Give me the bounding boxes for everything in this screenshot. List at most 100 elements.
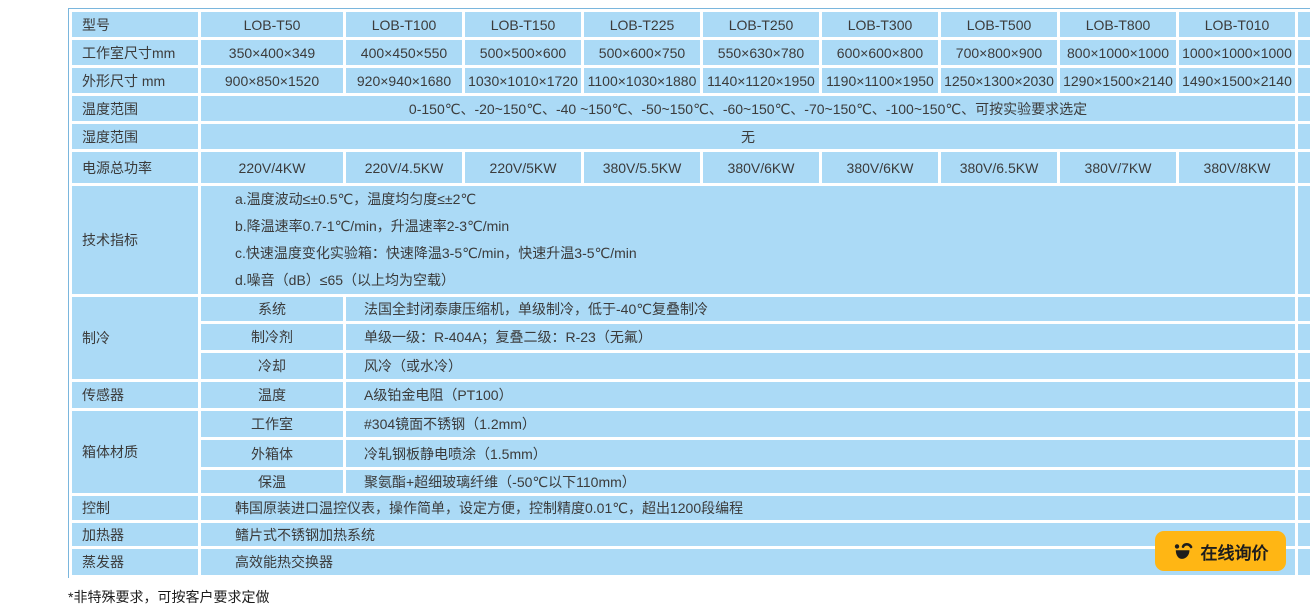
chamber-size-value: 1000×1000×1000	[1179, 40, 1295, 65]
row-label-control: 控制	[72, 496, 198, 520]
spec-table: 型号 LOB-T50 LOB-T100 LOB-T150 LOB-T225 LO…	[68, 8, 1310, 578]
power-value: 380V/6KW	[822, 152, 938, 183]
humidity-range-value: 无	[201, 124, 1295, 149]
row-power: 电源总功率 220V/4KW 220V/4.5KW 220V/5KW 380V/…	[72, 152, 1310, 183]
cooling-sub-label: 制冷剂	[201, 324, 343, 350]
clipped-column-cell	[1298, 411, 1310, 437]
power-value: 220V/4KW	[201, 152, 343, 183]
clipped-column-cell	[1298, 96, 1310, 121]
clipped-column-cell	[1298, 68, 1310, 93]
row-cooling-system: 制冷 系统 法国全封闭泰康压缩机，单级制冷，低于-40℃复叠制冷	[72, 297, 1310, 379]
material-sub-label: 外箱体	[201, 440, 343, 467]
sensor-value: A级铂金电阻（PT100）	[346, 382, 1295, 408]
model-name: LOB-T50	[201, 12, 343, 37]
model-name: LOB-T100	[346, 12, 462, 37]
heater-value: 鳍片式不锈钢加热系统	[201, 523, 1295, 546]
row-label-temp-range: 温度范围	[72, 96, 198, 121]
sensor-sub-label: 温度	[201, 382, 343, 408]
row-label-chamber-size: 工作室尺寸mm	[72, 40, 198, 65]
outer-size-value: 1100×1030×1880	[584, 68, 700, 93]
model-name: LOB-T300	[822, 12, 938, 37]
chamber-size-value: 400×450×550	[346, 40, 462, 65]
clipped-column-cell	[1298, 523, 1310, 546]
outer-size-value: 920×940×1680	[346, 68, 462, 93]
tech-specs-value: a.温度波动≤±0.5℃，温度均匀度≤±2℃ b.降温速率0.7-1℃/min，…	[201, 186, 1295, 294]
row-evaporator: 蒸发器 高效能热交换器	[72, 549, 1310, 575]
outer-size-value: 1190×1100×1950	[822, 68, 938, 93]
power-value: 380V/5.5KW	[584, 152, 700, 183]
online-inquiry-label: 在线询价	[1200, 543, 1269, 563]
power-value: 220V/5KW	[465, 152, 581, 183]
row-label-model: 型号	[72, 12, 198, 37]
clipped-column-cell	[1298, 186, 1310, 294]
online-inquiry-button[interactable]: 在线询价	[1155, 531, 1286, 571]
cooling-method-value: 风冷（或水冷）	[346, 353, 1295, 379]
row-refrigerant: 制冷剂 单级一级：R-404A；复叠二级：R-23（无氟）	[72, 324, 1310, 350]
row-humidity-range: 湿度范围 无	[72, 124, 1310, 149]
clipped-column-cell	[1298, 124, 1310, 149]
clipped-column-cell	[1298, 152, 1310, 183]
power-value: 380V/8KW	[1179, 152, 1295, 183]
row-control: 控制 韩国原装进口温控仪表，操作简单，设定方便，控制精度0.01℃，超出1200…	[72, 496, 1310, 520]
smiley-icon	[1173, 541, 1194, 562]
power-value: 380V/6.5KW	[941, 152, 1057, 183]
row-label-tech-specs: 技术指标	[72, 186, 198, 294]
footnote: *非特殊要求，可按客户要求定做	[68, 589, 270, 605]
row-model: 型号 LOB-T50 LOB-T100 LOB-T150 LOB-T225 LO…	[72, 12, 1310, 37]
clipped-column-cell	[1298, 353, 1310, 379]
chamber-size-value: 700×800×900	[941, 40, 1057, 65]
row-label-sensor: 传感器	[72, 382, 198, 408]
temp-range-value: 0-150℃、-20~150℃、-40 ~150℃、-50~150℃、-60~1…	[201, 96, 1295, 121]
cooling-sub-label: 系统	[201, 297, 343, 321]
model-name: LOB-T150	[465, 12, 581, 37]
model-name: LOB-T500	[941, 12, 1057, 37]
tech-spec-line: d.噪音（dB）≤65（以上均为空载）	[235, 272, 456, 288]
row-label-heater: 加热器	[72, 523, 198, 546]
evaporator-value: 高效能热交换器	[201, 549, 1295, 575]
row-label-humidity-range: 湿度范围	[72, 124, 198, 149]
row-label-cooling: 制冷	[72, 297, 198, 379]
outer-size-value: 900×850×1520	[201, 68, 343, 93]
outer-size-value: 1290×1500×2140	[1060, 68, 1176, 93]
material-sub-label: 工作室	[201, 411, 343, 437]
row-label-outer-size: 外形尺寸 mm	[72, 68, 198, 93]
power-value: 220V/4.5KW	[346, 152, 462, 183]
row-insulation: 保温 聚氨酯+超细玻璃纤维（-50℃以下110mm）	[72, 470, 1310, 493]
clipped-column-cell	[1298, 12, 1310, 37]
power-value: 380V/7KW	[1060, 152, 1176, 183]
clipped-column-cell	[1298, 40, 1310, 65]
tech-spec-line: b.降温速率0.7-1℃/min，升温速率2-3℃/min	[235, 218, 510, 234]
row-sensor: 传感器 温度 A级铂金电阻（PT100）	[72, 382, 1310, 408]
clipped-column-cell	[1298, 297, 1310, 321]
outer-size-value: 1030×1010×1720	[465, 68, 581, 93]
row-chamber-size: 工作室尺寸mm 350×400×349 400×450×550 500×500×…	[72, 40, 1310, 65]
model-name: LOB-T010	[1179, 12, 1295, 37]
inner-material-value: #304镜面不锈钢（1.2mm）	[346, 411, 1295, 437]
chamber-size-value: 350×400×349	[201, 40, 343, 65]
outer-size-value: 1490×1500×2140	[1179, 68, 1295, 93]
clipped-column-cell	[1298, 382, 1310, 408]
clipped-column-cell	[1298, 470, 1310, 493]
power-value: 380V/6KW	[703, 152, 819, 183]
clipped-column-cell	[1298, 496, 1310, 520]
row-outer-size: 外形尺寸 mm 900×850×1520 920×940×1680 1030×1…	[72, 68, 1310, 93]
spec-table-wrap: 型号 LOB-T50 LOB-T100 LOB-T150 LOB-T225 LO…	[68, 8, 1310, 578]
row-label-evaporator: 蒸发器	[72, 549, 198, 575]
row-inner-material: 箱体材质 工作室 #304镜面不锈钢（1.2mm）	[72, 411, 1310, 493]
material-sub-label: 保温	[201, 470, 343, 493]
model-name: LOB-T800	[1060, 12, 1176, 37]
refrigerant-value: 单级一级：R-404A；复叠二级：R-23（无氟）	[346, 324, 1295, 350]
cooling-sub-label: 冷却	[201, 353, 343, 379]
row-tech-specs: 技术指标 a.温度波动≤±0.5℃，温度均匀度≤±2℃ b.降温速率0.7-1℃…	[72, 186, 1310, 294]
chamber-size-value: 500×500×600	[465, 40, 581, 65]
row-label-material: 箱体材质	[72, 411, 198, 493]
insulation-value: 聚氨酯+超细玻璃纤维（-50℃以下110mm）	[346, 470, 1295, 493]
outer-size-value: 1250×1300×2030	[941, 68, 1057, 93]
row-cooling-method: 冷却 风冷（或水冷）	[72, 353, 1310, 379]
clipped-column-cell	[1298, 440, 1310, 467]
clipped-column-cell	[1298, 549, 1310, 575]
row-temp-range: 温度范围 0-150℃、-20~150℃、-40 ~150℃、-50~150℃、…	[72, 96, 1310, 121]
cooling-system-value: 法国全封闭泰康压缩机，单级制冷，低于-40℃复叠制冷	[346, 297, 1295, 321]
chamber-size-value: 550×630×780	[703, 40, 819, 65]
row-heater: 加热器 鳍片式不锈钢加热系统	[72, 523, 1310, 546]
